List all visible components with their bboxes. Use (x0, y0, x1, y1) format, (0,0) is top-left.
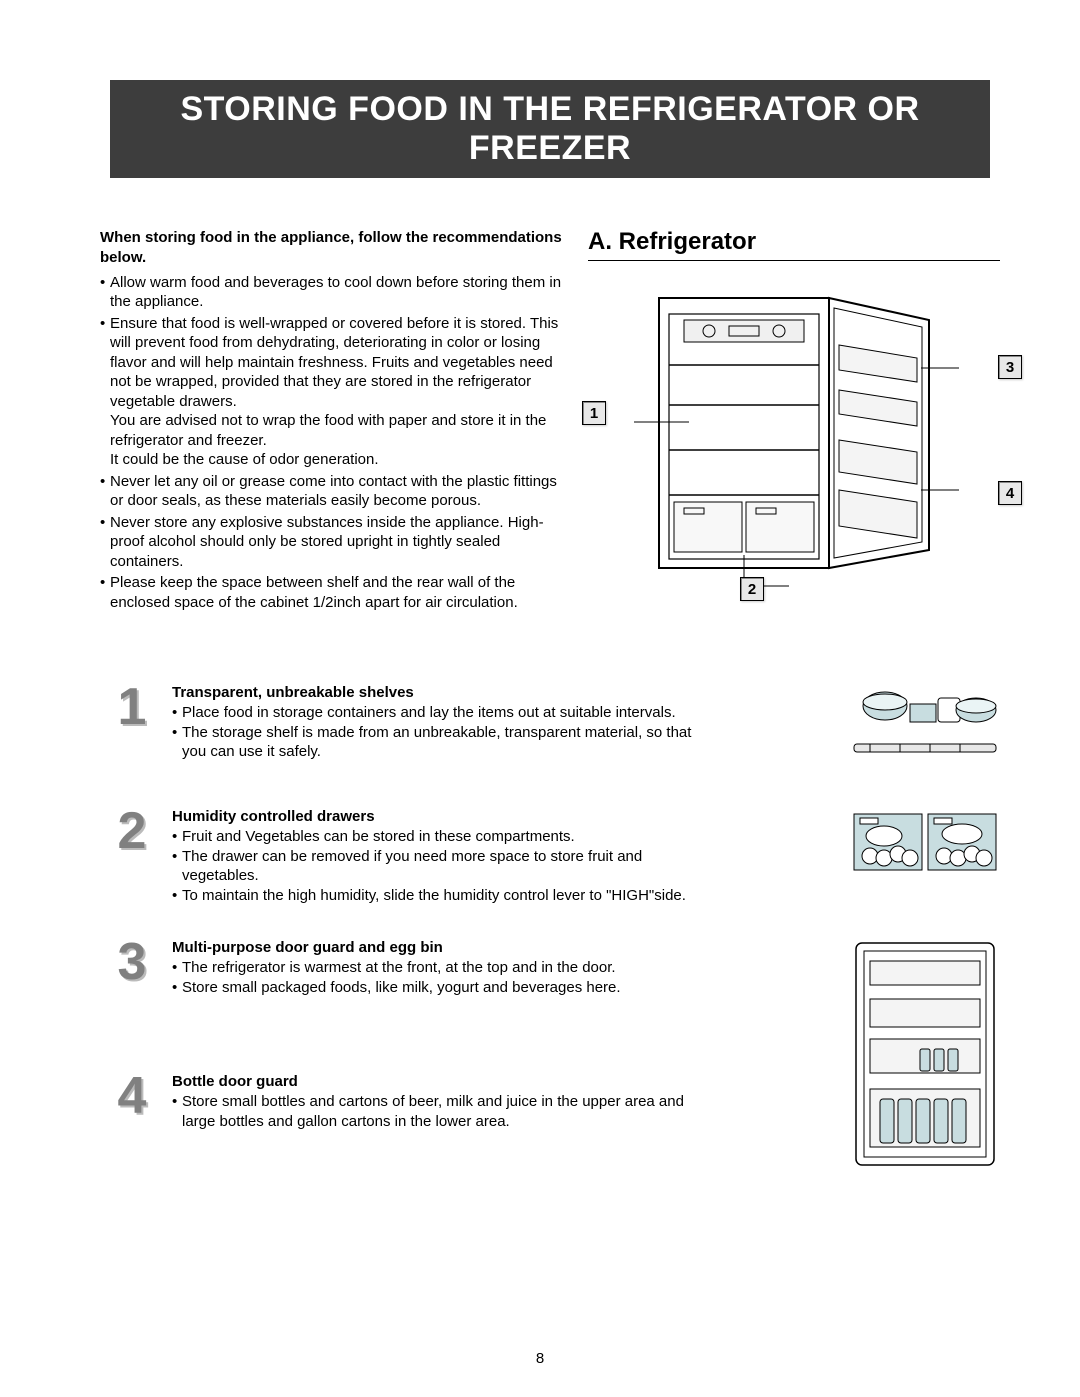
intro-bullet: Never let any oil or grease come into co… (100, 472, 568, 511)
features-section: 1 Transparent, unbreakable shelves Place… (100, 684, 1000, 1131)
door-bins-icon (850, 939, 1000, 1169)
feature-bullet: The storage shelf is made from an unbrea… (172, 723, 702, 762)
feature-bullet: Place food in storage containers and lay… (172, 703, 702, 723)
callout-4: 4 (998, 481, 1022, 505)
top-section: When storing food in the appliance, foll… (100, 228, 1000, 614)
feature-number: 2 (100, 808, 164, 855)
intro-heading: When storing food in the appliance, foll… (100, 228, 568, 269)
intro-bullet: Ensure that food is well-wrapped or cove… (100, 314, 568, 470)
feature-bullet: To maintain the high humidity, slide the… (172, 886, 702, 906)
feature-title: Bottle door guard (172, 1073, 702, 1090)
fridge-diagram: 1 2 3 4 (588, 275, 1000, 605)
feature-title: Transparent, unbreakable shelves (172, 684, 702, 701)
feature-body: Transparent, unbreakable shelves Place f… (172, 684, 702, 762)
callout-2: 2 (740, 577, 764, 601)
intro-bullet-list: Allow warm food and beverages to cool do… (100, 273, 568, 613)
feature-row: 1 Transparent, unbreakable shelves Place… (100, 684, 1000, 774)
feature-title: Humidity controlled drawers (172, 808, 702, 825)
crisper-drawers-icon (850, 808, 1000, 878)
feature-bullet: Store small packaged foods, like milk, y… (172, 978, 702, 998)
feature-number: 3 (100, 939, 164, 986)
feature-bullet: The refrigerator is warmest at the front… (172, 958, 702, 978)
containers-shelf-icon (850, 684, 1000, 774)
section-a-title: A. Refrigerator (588, 228, 1000, 261)
intro-bullet: Allow warm food and beverages to cool do… (100, 273, 568, 312)
feature-number: 1 (100, 684, 164, 731)
intro-bullet: Please keep the space between shelf and … (100, 573, 568, 612)
fridge-illustration-icon (629, 275, 959, 605)
feature-body: Humidity controlled drawers Fruit and Ve… (172, 808, 702, 905)
page-number: 8 (0, 1350, 1080, 1367)
feature-illustration (702, 684, 1000, 774)
feature-title: Multi-purpose door guard and egg bin (172, 939, 702, 956)
recommendations-column: When storing food in the appliance, foll… (100, 228, 568, 614)
feature-number: 4 (100, 1073, 164, 1120)
feature-illustration (702, 939, 1000, 1169)
feature-row: 3 Multi-purpose door guard and egg bin T… (100, 939, 1000, 1169)
feature-bullet: Fruit and Vegetables can be stored in th… (172, 827, 702, 847)
feature-bullet: Store small bottles and cartons of beer,… (172, 1092, 702, 1131)
feature-illustration (702, 808, 1000, 878)
feature-body: Multi-purpose door guard and egg bin The… (172, 939, 702, 997)
callout-3: 3 (998, 355, 1022, 379)
feature-bullet: The drawer can be removed if you need mo… (172, 847, 702, 886)
feature-body: Bottle door guard Store small bottles an… (172, 1073, 702, 1131)
page-banner: STORING FOOD IN THE REFRIGERATOR OR FREE… (110, 80, 990, 178)
callout-1: 1 (582, 401, 606, 425)
diagram-column: A. Refrigerator (588, 228, 1000, 605)
intro-bullet: Never store any explosive substances ins… (100, 513, 568, 572)
feature-row: 2 Humidity controlled drawers Fruit and … (100, 808, 1000, 905)
